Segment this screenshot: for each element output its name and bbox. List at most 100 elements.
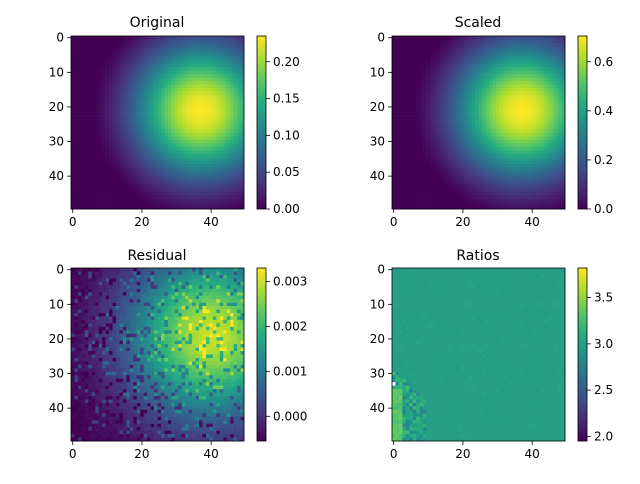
heatmap-cell bbox=[523, 143, 527, 147]
heatmap-cell bbox=[164, 150, 168, 154]
heatmap-cell bbox=[189, 174, 193, 178]
heatmap-cell bbox=[168, 199, 172, 203]
heatmap-cell bbox=[458, 154, 462, 158]
heatmap-cell bbox=[227, 143, 231, 147]
heatmap-cell bbox=[541, 150, 545, 154]
heatmap-cell bbox=[209, 71, 213, 75]
heatmap-cell bbox=[144, 53, 148, 57]
heatmap-cell bbox=[209, 164, 213, 168]
heatmap-cell bbox=[119, 95, 123, 99]
heatmap-cell bbox=[555, 126, 559, 130]
heatmap-cell bbox=[92, 126, 96, 130]
heatmap-cell bbox=[99, 119, 103, 123]
heatmap-cell bbox=[133, 74, 137, 78]
heatmap-cell bbox=[206, 199, 210, 203]
heatmap-cell bbox=[489, 39, 493, 43]
heatmap-cell bbox=[434, 171, 438, 175]
heatmap-cell bbox=[409, 154, 413, 158]
heatmap-cell bbox=[496, 95, 500, 99]
heatmap-cell bbox=[81, 112, 85, 116]
heatmap-cell bbox=[517, 123, 521, 127]
heatmap-cell bbox=[144, 50, 148, 54]
heatmap-cell bbox=[151, 36, 155, 40]
heatmap-cell bbox=[434, 112, 438, 116]
heatmap-cell bbox=[402, 174, 406, 178]
heatmap-cell bbox=[74, 39, 78, 43]
heatmap-cell bbox=[551, 147, 555, 151]
heatmap-cell bbox=[423, 192, 427, 196]
heatmap-cell bbox=[140, 91, 144, 95]
heatmap-cell bbox=[220, 123, 224, 127]
heatmap-cell bbox=[416, 84, 420, 88]
heatmap-cell bbox=[427, 74, 431, 78]
heatmap-cell bbox=[395, 147, 399, 151]
heatmap-cell bbox=[151, 64, 155, 68]
heatmap-cell bbox=[530, 46, 534, 50]
heatmap-cell bbox=[541, 57, 545, 61]
heatmap-cell bbox=[220, 98, 224, 102]
heatmap-cell bbox=[206, 157, 210, 161]
heatmap-cell bbox=[220, 185, 224, 189]
heatmap-cell bbox=[520, 109, 524, 113]
heatmap-cell bbox=[544, 195, 548, 199]
heatmap-cell bbox=[513, 192, 517, 196]
heatmap-cell bbox=[237, 119, 241, 123]
heatmap-cell bbox=[123, 81, 127, 85]
heatmap-cell bbox=[202, 67, 206, 71]
heatmap-cell bbox=[479, 74, 483, 78]
heatmap-cell bbox=[510, 53, 514, 57]
heatmap-cell bbox=[192, 67, 196, 71]
heatmap-cell bbox=[506, 74, 510, 78]
heatmap-cell bbox=[544, 192, 548, 196]
heatmap-cell bbox=[185, 102, 189, 106]
heatmap-cell bbox=[451, 102, 455, 106]
heatmap-cell bbox=[230, 143, 234, 147]
heatmap-cell bbox=[513, 84, 517, 88]
heatmap-cell bbox=[541, 81, 545, 85]
heatmap-cell bbox=[130, 57, 134, 61]
heatmap-cell bbox=[499, 67, 503, 71]
heatmap-cell bbox=[548, 109, 552, 113]
heatmap-cell bbox=[475, 171, 479, 175]
heatmap-cell bbox=[465, 36, 469, 40]
heatmap-cell bbox=[116, 43, 120, 47]
heatmap-cell bbox=[74, 78, 78, 82]
heatmap-cell bbox=[168, 188, 172, 192]
heatmap-cell bbox=[479, 167, 483, 171]
heatmap-cell bbox=[534, 81, 538, 85]
heatmap-cell bbox=[119, 188, 123, 192]
heatmap-cell bbox=[458, 78, 462, 82]
heatmap-cell bbox=[479, 154, 483, 158]
heatmap-cell bbox=[527, 133, 531, 137]
heatmap-cell bbox=[116, 95, 120, 99]
heatmap-cell bbox=[130, 109, 134, 113]
heatmap-cell bbox=[158, 123, 162, 127]
heatmap-cell bbox=[420, 178, 424, 182]
heatmap-cell bbox=[223, 143, 227, 147]
heatmap-cell bbox=[430, 105, 434, 109]
heatmap-cell bbox=[537, 64, 541, 68]
heatmap-cell bbox=[555, 112, 559, 116]
heatmap-cell bbox=[427, 95, 431, 99]
heatmap-cell bbox=[482, 154, 486, 158]
heatmap-cell bbox=[558, 46, 562, 50]
heatmap-cell bbox=[499, 199, 503, 203]
heatmap-cell bbox=[544, 74, 548, 78]
heatmap-cell bbox=[492, 181, 496, 185]
heatmap-cell bbox=[506, 181, 510, 185]
heatmap-cell bbox=[137, 161, 141, 165]
heatmap-cell bbox=[447, 67, 451, 71]
heatmap-cell bbox=[555, 140, 559, 144]
heatmap-cell bbox=[154, 178, 158, 182]
heatmap-cell bbox=[420, 105, 424, 109]
heatmap-cell bbox=[479, 116, 483, 120]
heatmap-cell bbox=[182, 67, 186, 71]
heatmap-cell bbox=[164, 78, 168, 82]
heatmap-cell bbox=[423, 67, 427, 71]
heatmap-cell bbox=[399, 95, 403, 99]
heatmap-cell bbox=[227, 178, 231, 182]
heatmap-cell bbox=[164, 105, 168, 109]
heatmap-cell bbox=[202, 133, 206, 137]
heatmap-cell bbox=[196, 88, 200, 92]
heatmap-cell bbox=[485, 74, 489, 78]
